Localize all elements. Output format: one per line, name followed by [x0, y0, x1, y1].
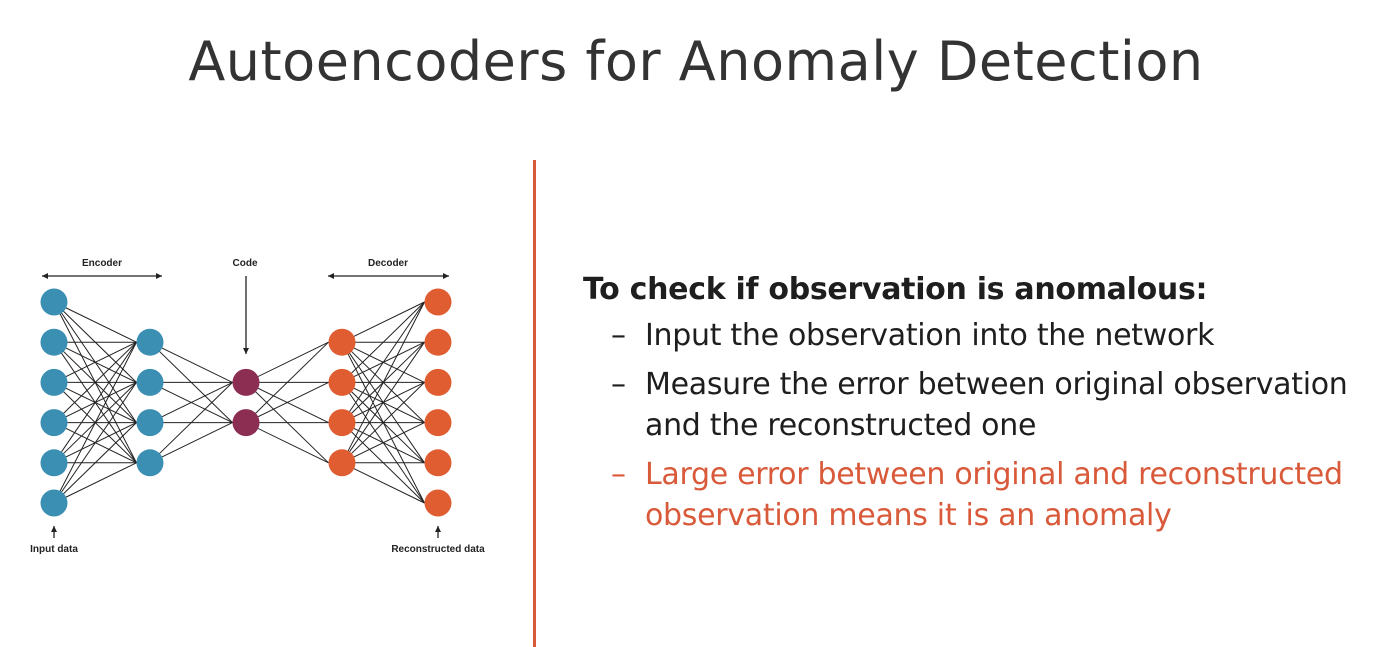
output-node	[424, 409, 452, 437]
network-edge	[53, 341, 137, 504]
bullet-dash: –	[611, 457, 626, 492]
input-node	[40, 489, 68, 517]
network-nodes	[40, 288, 452, 517]
network-edge	[53, 341, 137, 423]
output-node	[424, 449, 452, 477]
bullet-text: Measure the error between original obser…	[645, 367, 1348, 443]
network-edge	[53, 462, 137, 504]
input-node	[40, 368, 68, 396]
encoder-label: Encoder	[82, 258, 122, 269]
input-node	[40, 409, 68, 437]
network-edge	[149, 382, 233, 464]
bullet-text: Large error between original and reconst…	[645, 457, 1343, 533]
bullet-item: – Input the observation into the network	[583, 315, 1363, 356]
network-edges	[53, 301, 425, 504]
network-edge	[341, 341, 425, 464]
code-node	[232, 368, 260, 396]
network-edge	[245, 341, 329, 383]
network-edge	[341, 382, 425, 464]
input-node	[40, 288, 68, 316]
autoencoder-diagram: Encoder Code Decoder Input data Reconstr…	[30, 258, 485, 555]
bullet-list: – Input the observation into the network…	[583, 315, 1363, 536]
code-label: Code	[233, 258, 258, 269]
output-node	[424, 489, 452, 517]
bullet-item-highlight: – Large error between original and recon…	[583, 454, 1363, 536]
encoder-hidden-node	[136, 449, 164, 477]
vertical-divider	[533, 160, 536, 647]
network-edge	[149, 422, 233, 464]
bullet-text: Input the observation into the network	[645, 318, 1215, 353]
decoder-hidden-node	[328, 328, 356, 356]
network-edge	[149, 341, 233, 383]
network-edge	[53, 422, 137, 504]
decoder-hidden-node	[328, 409, 356, 437]
encoder-hidden-node	[136, 409, 164, 437]
network-edge	[341, 301, 425, 423]
decoder-hidden-node	[328, 368, 356, 396]
encoder-hidden-node	[136, 328, 164, 356]
network-edge	[53, 341, 137, 464]
bullets-heading: To check if observation is anomalous:	[583, 272, 1208, 307]
bullet-item: – Measure the error between original obs…	[583, 364, 1363, 446]
input-data-label: Input data	[30, 544, 78, 555]
network-edge	[341, 301, 425, 464]
output-node	[424, 288, 452, 316]
input-node	[40, 328, 68, 356]
network-edge	[245, 381, 329, 424]
network-edge	[53, 341, 137, 383]
network-edge	[53, 382, 137, 504]
bullet-dash: –	[611, 318, 626, 353]
bullet-section: To check if observation is anomalous: – …	[583, 272, 1363, 544]
network-edge	[245, 341, 329, 423]
decoder-label: Decoder	[368, 258, 408, 269]
input-node	[40, 449, 68, 477]
network-edge	[245, 422, 329, 464]
encoder-hidden-node	[136, 368, 164, 396]
network-edge	[341, 462, 425, 504]
output-node	[424, 328, 452, 356]
reconstructed-data-label: Reconstructed data	[391, 544, 485, 555]
network-edge	[53, 301, 137, 343]
bullet-dash: –	[611, 367, 626, 402]
output-node	[424, 368, 452, 396]
network-edge	[341, 301, 425, 383]
code-node	[232, 409, 260, 437]
network-edge	[149, 381, 233, 424]
network-edge	[341, 301, 425, 343]
network-edge	[341, 422, 425, 464]
decoder-hidden-node	[328, 449, 356, 477]
slide-title: Autoencoders for Anomaly Detection	[188, 30, 1204, 93]
